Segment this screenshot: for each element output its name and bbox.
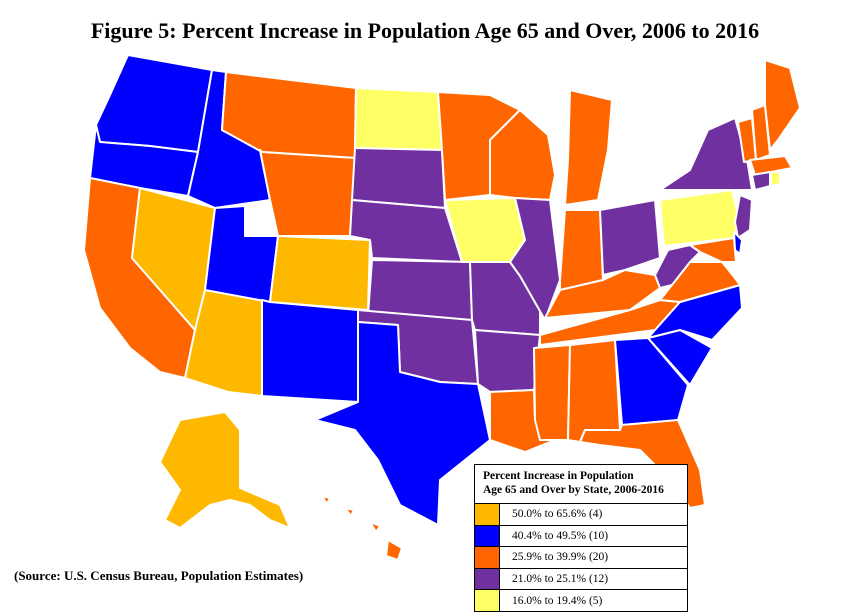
state-kentucky <box>544 269 661 319</box>
state-new-hampshire <box>751 104 771 161</box>
state-pennsylvania <box>659 189 741 247</box>
state-alabama <box>567 339 621 443</box>
legend-title-line1: Percent Increase in Population <box>483 470 634 482</box>
state-texas <box>314 321 491 526</box>
state-florida <box>579 419 706 509</box>
state-wisconsin <box>489 109 556 201</box>
legend-item: 50.0% to 65.6% (4) <box>475 504 687 526</box>
state-hawaii-big-island <box>385 539 403 561</box>
state-ohio <box>599 199 661 276</box>
state-mississippi <box>533 344 571 441</box>
state-south-dakota <box>351 147 446 209</box>
legend-item: 25.9% to 39.9% (20) <box>475 547 687 569</box>
state-utah <box>204 205 279 303</box>
legend-swatch <box>475 504 500 525</box>
state-hawaii-maui <box>369 521 381 533</box>
legend-label: 50.0% to 65.6% (4) <box>512 508 603 521</box>
state-massachusetts <box>749 155 793 176</box>
legend-swatch <box>475 590 500 611</box>
legend-item: 40.4% to 49.5% (10) <box>475 525 687 548</box>
state-new-mexico <box>261 299 359 403</box>
legend-item: 21.0% to 25.1% (12) <box>475 568 687 591</box>
state-colorado <box>269 235 371 311</box>
state-michigan <box>564 89 613 206</box>
state-kansas <box>367 259 473 321</box>
state-hawaii-oahu <box>344 507 355 517</box>
legend-swatch <box>475 525 500 547</box>
state-illinois <box>509 197 561 321</box>
state-georgia <box>614 337 689 426</box>
state-maine <box>764 59 801 151</box>
state-alaska <box>159 411 291 529</box>
map-title: Figure 5: Percent Increase in Population… <box>90 18 760 43</box>
state-washington <box>95 54 213 153</box>
state-indiana <box>559 209 604 291</box>
state-arkansas <box>474 329 541 393</box>
state-new-jersey <box>734 194 753 239</box>
state-wyoming <box>259 149 356 237</box>
state-hawaii-kauai <box>321 495 331 505</box>
map-legend: Percent Increase in Population Age 65 an… <box>474 464 688 612</box>
legend-label: 21.0% to 25.1% (12) <box>512 573 609 586</box>
state-rhode-island <box>770 171 781 187</box>
state-maryland <box>689 237 737 263</box>
state-nebraska <box>349 199 463 263</box>
state-delaware <box>733 231 743 255</box>
legend-label: 25.9% to 39.9% (20) <box>512 551 609 564</box>
state-north-dakota <box>354 87 443 151</box>
legend-label: 40.4% to 49.5% (10) <box>512 529 609 542</box>
legend-label: 16.0% to 19.4% (5) <box>512 594 603 607</box>
legend-title: Percent Increase in Population Age 65 an… <box>475 465 687 504</box>
legend-title-line2: Age 65 and Over by State, 2006-2016 <box>483 484 664 496</box>
state-connecticut <box>751 171 771 191</box>
legend-swatch <box>475 547 500 568</box>
legend-swatch <box>475 568 500 590</box>
source-note: (Source: U.S. Census Bureau, Population … <box>14 568 304 583</box>
legend-item: 16.0% to 19.4% (5) <box>475 590 687 611</box>
